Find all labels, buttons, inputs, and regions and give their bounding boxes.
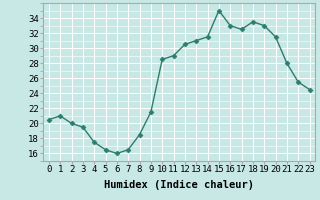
X-axis label: Humidex (Indice chaleur): Humidex (Indice chaleur) [104, 180, 254, 190]
